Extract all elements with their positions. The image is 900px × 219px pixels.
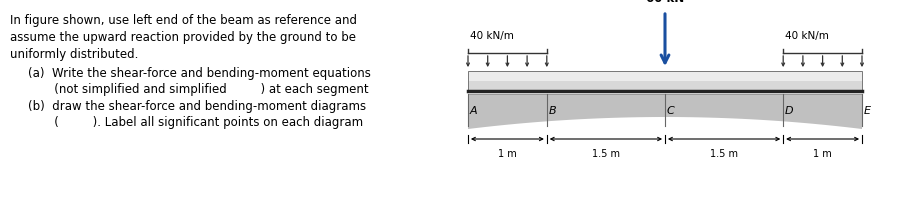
Text: assume the upward reaction provided by the ground to be: assume the upward reaction provided by t… (10, 31, 356, 44)
Text: In figure shown, use left end of the beam as reference and: In figure shown, use left end of the bea… (10, 14, 357, 27)
Text: uniformly distributed.: uniformly distributed. (10, 48, 139, 61)
Text: 40 kN/m: 40 kN/m (785, 31, 829, 41)
Text: 60 kN: 60 kN (646, 0, 684, 5)
Text: (b)  draw the shear-force and bending-moment diagrams: (b) draw the shear-force and bending-mom… (28, 100, 366, 113)
Text: 1 m: 1 m (814, 149, 832, 159)
Polygon shape (468, 94, 862, 129)
Bar (468, 71, 862, 91)
Text: D: D (785, 106, 794, 116)
Bar (468, 71, 862, 81)
Text: B: B (549, 106, 556, 116)
Text: 40 kN/m: 40 kN/m (470, 31, 514, 41)
Text: 1 m: 1 m (498, 149, 517, 159)
Text: (a)  Write the shear-force and bending-moment equations: (a) Write the shear-force and bending-mo… (28, 67, 371, 80)
Text: E: E (864, 106, 871, 116)
Bar (468, 71, 862, 91)
Text: 1.5 m: 1.5 m (592, 149, 620, 159)
Text: C: C (667, 106, 675, 116)
Text: (         ). Label all significant points on each diagram: ( ). Label all significant points on eac… (28, 116, 363, 129)
Text: A: A (470, 106, 478, 116)
Text: (not simplified and simplified         ) at each segment: (not simplified and simplified ) at each… (28, 83, 369, 96)
Text: 1.5 m: 1.5 m (710, 149, 738, 159)
